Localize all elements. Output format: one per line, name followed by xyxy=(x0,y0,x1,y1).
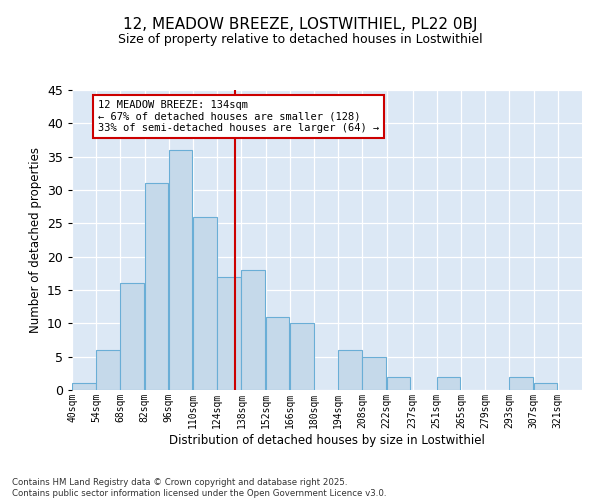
Y-axis label: Number of detached properties: Number of detached properties xyxy=(29,147,41,333)
Text: 12 MEADOW BREEZE: 134sqm
← 67% of detached houses are smaller (128)
33% of semi-: 12 MEADOW BREEZE: 134sqm ← 67% of detach… xyxy=(98,100,379,133)
Text: Contains HM Land Registry data © Crown copyright and database right 2025.
Contai: Contains HM Land Registry data © Crown c… xyxy=(12,478,386,498)
Bar xyxy=(145,184,168,390)
Bar xyxy=(386,376,410,390)
Bar xyxy=(338,350,362,390)
Bar xyxy=(533,384,557,390)
Bar xyxy=(290,324,314,390)
Bar xyxy=(96,350,120,390)
Bar xyxy=(266,316,289,390)
Bar xyxy=(217,276,241,390)
Text: 12, MEADOW BREEZE, LOSTWITHIEL, PL22 0BJ: 12, MEADOW BREEZE, LOSTWITHIEL, PL22 0BJ xyxy=(123,18,477,32)
Text: Size of property relative to detached houses in Lostwithiel: Size of property relative to detached ho… xyxy=(118,32,482,46)
Bar xyxy=(509,376,533,390)
X-axis label: Distribution of detached houses by size in Lostwithiel: Distribution of detached houses by size … xyxy=(169,434,485,446)
Bar xyxy=(72,384,95,390)
Bar xyxy=(437,376,460,390)
Bar xyxy=(241,270,265,390)
Bar xyxy=(169,150,193,390)
Bar xyxy=(362,356,386,390)
Bar xyxy=(193,216,217,390)
Bar xyxy=(121,284,144,390)
